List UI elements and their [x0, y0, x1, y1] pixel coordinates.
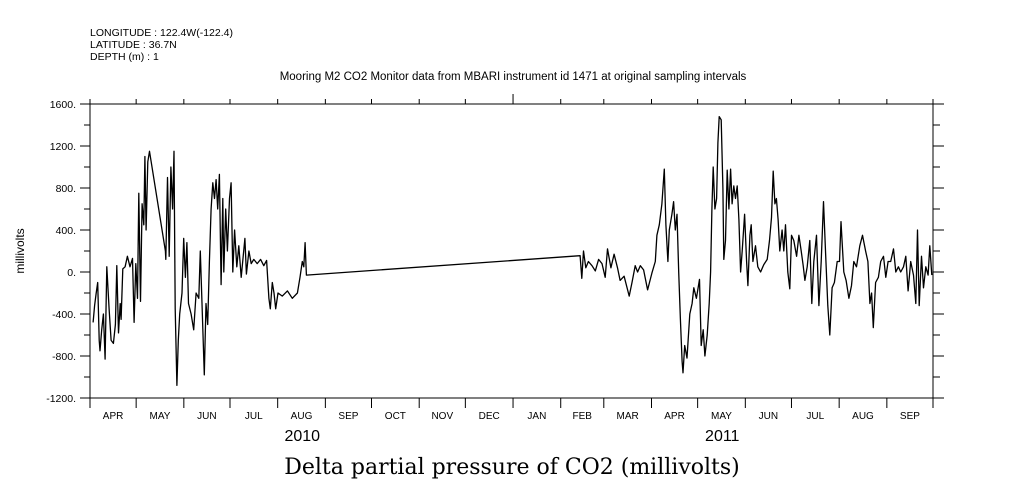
- y-tick-label: 1600.: [50, 99, 76, 111]
- latitude-label: LATITUDE : 36.7N: [90, 39, 177, 51]
- month-label: APR: [103, 411, 124, 422]
- x-axis-title: Delta partial pressure of CO2 (millivolt…: [284, 455, 740, 480]
- month-label: JUL: [245, 411, 263, 422]
- year-label: 2011: [705, 428, 740, 445]
- y-tick-label: 1200.: [50, 141, 76, 153]
- y-tick-label: 400.: [56, 225, 76, 237]
- month-label: AUG: [291, 411, 313, 422]
- y-tick-label: -400.: [52, 309, 76, 321]
- month-label: DEC: [479, 411, 500, 422]
- month-label: APR: [664, 411, 685, 422]
- depth-label: DEPTH (m) : 1: [90, 51, 159, 63]
- y-axis-label: millivolts: [13, 228, 27, 273]
- month-label: JUN: [197, 411, 216, 422]
- chart-title: Mooring M2 CO2 Monitor data from MBARI i…: [280, 71, 747, 83]
- year-label: 2010: [284, 428, 320, 445]
- month-label: JUN: [759, 411, 778, 422]
- month-label: SEP: [900, 411, 920, 422]
- month-label: SEP: [338, 411, 358, 422]
- month-label: MAY: [150, 411, 171, 422]
- longitude-label: LONGITUDE : 122.4W(-122.4): [90, 27, 233, 39]
- axes: -1200. -800. -400. 0. 400. 800. 1200. 1600. APR M…: [46, 94, 944, 445]
- month-label: OCT: [385, 411, 406, 422]
- y-tick-label: -1200.: [46, 393, 76, 405]
- y-tick-label: 800.: [56, 183, 76, 195]
- month-label: JAN: [527, 411, 546, 422]
- y-tick-label: -800.: [52, 351, 76, 363]
- month-label: MAY: [711, 411, 732, 422]
- month-label: JUL: [806, 411, 824, 422]
- data-series-line: [92, 115, 933, 387]
- month-label: FEB: [573, 411, 593, 422]
- month-label: MAR: [617, 411, 639, 422]
- plot-frame: [89, 103, 934, 399]
- y-tick-label: 0.: [67, 267, 76, 279]
- month-label: AUG: [852, 411, 874, 422]
- month-label: NOV: [431, 411, 453, 422]
